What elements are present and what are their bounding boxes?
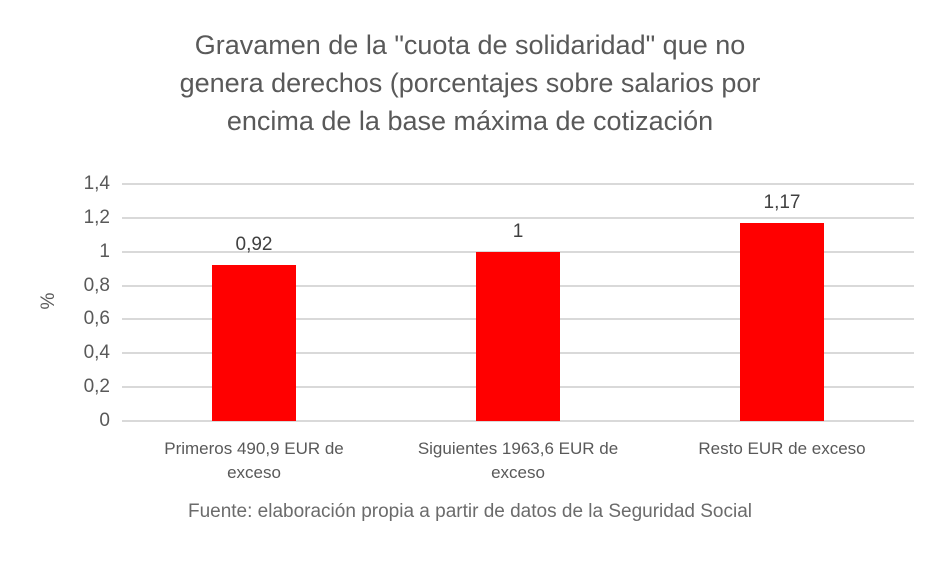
- gridline: [122, 420, 914, 422]
- bar-value-label: 1,17: [763, 191, 801, 213]
- bar: [740, 222, 824, 421]
- chart-title-line-2: genera derechos (porcentajes sobre salar…: [179, 68, 761, 98]
- x-category-label: Primeros 490,9 EUR de exceso: [164, 439, 344, 482]
- y-tick-label: 1: [99, 240, 110, 262]
- chart-title-line-3: encima de la base máxima de cotización: [226, 106, 714, 136]
- x-category-cell: Resto EUR de exceso: [650, 437, 914, 485]
- bar: [476, 251, 560, 421]
- x-category-cell: Primeros 490,9 EUR de exceso: [122, 437, 386, 485]
- plot-area: 0,92 1 1,17: [122, 183, 914, 422]
- y-tick-label: 0,2: [83, 376, 110, 398]
- bar-value-label: 1: [512, 220, 524, 242]
- gridline: [122, 183, 914, 185]
- chart-title-line-1: Gravamen de la "cuota de solidaridad" qu…: [194, 30, 746, 60]
- gridline: [122, 216, 914, 219]
- y-tick-label: 0: [99, 410, 110, 431]
- x-category-label: Resto EUR de exceso: [698, 439, 866, 458]
- bar-value-label: 0,92: [235, 234, 273, 256]
- y-axis-label: %: [38, 292, 59, 310]
- x-category-cell: Siguientes 1963,6 EUR de exceso: [386, 437, 650, 485]
- x-axis-labels: Primeros 490,9 EUR de exceso Siguientes 1…: [122, 437, 914, 485]
- x-category-label: Siguientes 1963,6 EUR de exceso: [417, 439, 619, 482]
- chart-title: Gravamen de la "cuota de solidaridad" qu…: [0, 26, 940, 140]
- y-tick-label: 0,4: [83, 342, 110, 364]
- source-note: Fuente: elaboración propia a partir de d…: [187, 501, 753, 522]
- y-tick-label: 1,4: [83, 173, 110, 194]
- y-tick-label: 1,2: [83, 206, 110, 228]
- bar: [212, 265, 296, 421]
